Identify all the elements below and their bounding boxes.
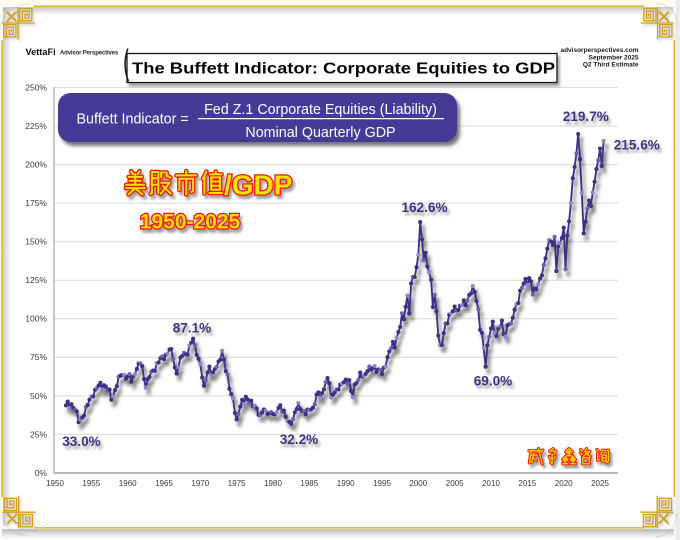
svg-text:Advisor Perspectives: Advisor Perspectives	[60, 51, 119, 57]
svg-text:2010: 2010	[482, 479, 500, 488]
svg-text:Buffett Indicator =: Buffett Indicator =	[77, 112, 189, 128]
svg-text:1975: 1975	[228, 479, 246, 488]
svg-text:2025: 2025	[591, 479, 609, 488]
svg-text:1950-2025: 1950-2025	[140, 211, 241, 234]
svg-text:33.0%: 33.0%	[62, 434, 101, 449]
svg-text:2005: 2005	[446, 479, 464, 488]
svg-text:Fed Z.1 Corporate Equities (Li: Fed Z.1 Corporate Equities (Liability)	[204, 102, 437, 118]
svg-text:69.0%: 69.0%	[474, 374, 513, 389]
svg-text:215.6%: 215.6%	[614, 138, 660, 153]
svg-text:1960: 1960	[119, 479, 137, 488]
svg-text:The Buffett Indicator: Corpora: The Buffett Indicator: Corporate Equitie…	[132, 61, 555, 78]
svg-text:219.7%: 219.7%	[563, 109, 609, 124]
svg-text:1950: 1950	[46, 479, 64, 488]
svg-text:225%: 225%	[25, 121, 47, 131]
svg-text:100%: 100%	[25, 314, 47, 324]
svg-text:50%: 50%	[30, 391, 47, 401]
svg-text:150%: 150%	[25, 237, 47, 247]
svg-text:Nominal Quarterly GDP: Nominal Quarterly GDP	[245, 125, 395, 141]
svg-text:32.2%: 32.2%	[280, 432, 319, 447]
svg-text:2000: 2000	[409, 479, 427, 488]
svg-text:1970: 1970	[191, 479, 209, 488]
svg-text:0%: 0%	[35, 468, 48, 478]
svg-text:25%: 25%	[30, 429, 47, 439]
svg-text:125%: 125%	[25, 275, 47, 285]
svg-text:1965: 1965	[155, 479, 173, 488]
svg-text:Q2 Third Estimate: Q2 Third Estimate	[583, 62, 639, 69]
svg-text:1980: 1980	[264, 479, 282, 488]
svg-text:1955: 1955	[82, 479, 100, 488]
svg-text:175%: 175%	[25, 198, 47, 208]
svg-text:200%: 200%	[25, 160, 47, 170]
svg-text:1985: 1985	[300, 479, 318, 488]
svg-text:2015: 2015	[518, 479, 536, 488]
svg-text:2020: 2020	[555, 479, 573, 488]
svg-text:September 2025: September 2025	[589, 55, 639, 62]
svg-text:162.6%: 162.6%	[401, 200, 447, 215]
svg-text:1995: 1995	[373, 479, 391, 488]
svg-text:87.1%: 87.1%	[173, 321, 212, 336]
svg-text:/GDP: /GDP	[224, 170, 292, 201]
svg-text:250%: 250%	[25, 82, 47, 92]
svg-text:VettaFi: VettaFi	[26, 47, 56, 57]
svg-text:1990: 1990	[337, 479, 355, 488]
svg-text:advisorperspectives.com: advisorperspectives.com	[560, 47, 638, 54]
svg-text:75%: 75%	[30, 352, 47, 362]
